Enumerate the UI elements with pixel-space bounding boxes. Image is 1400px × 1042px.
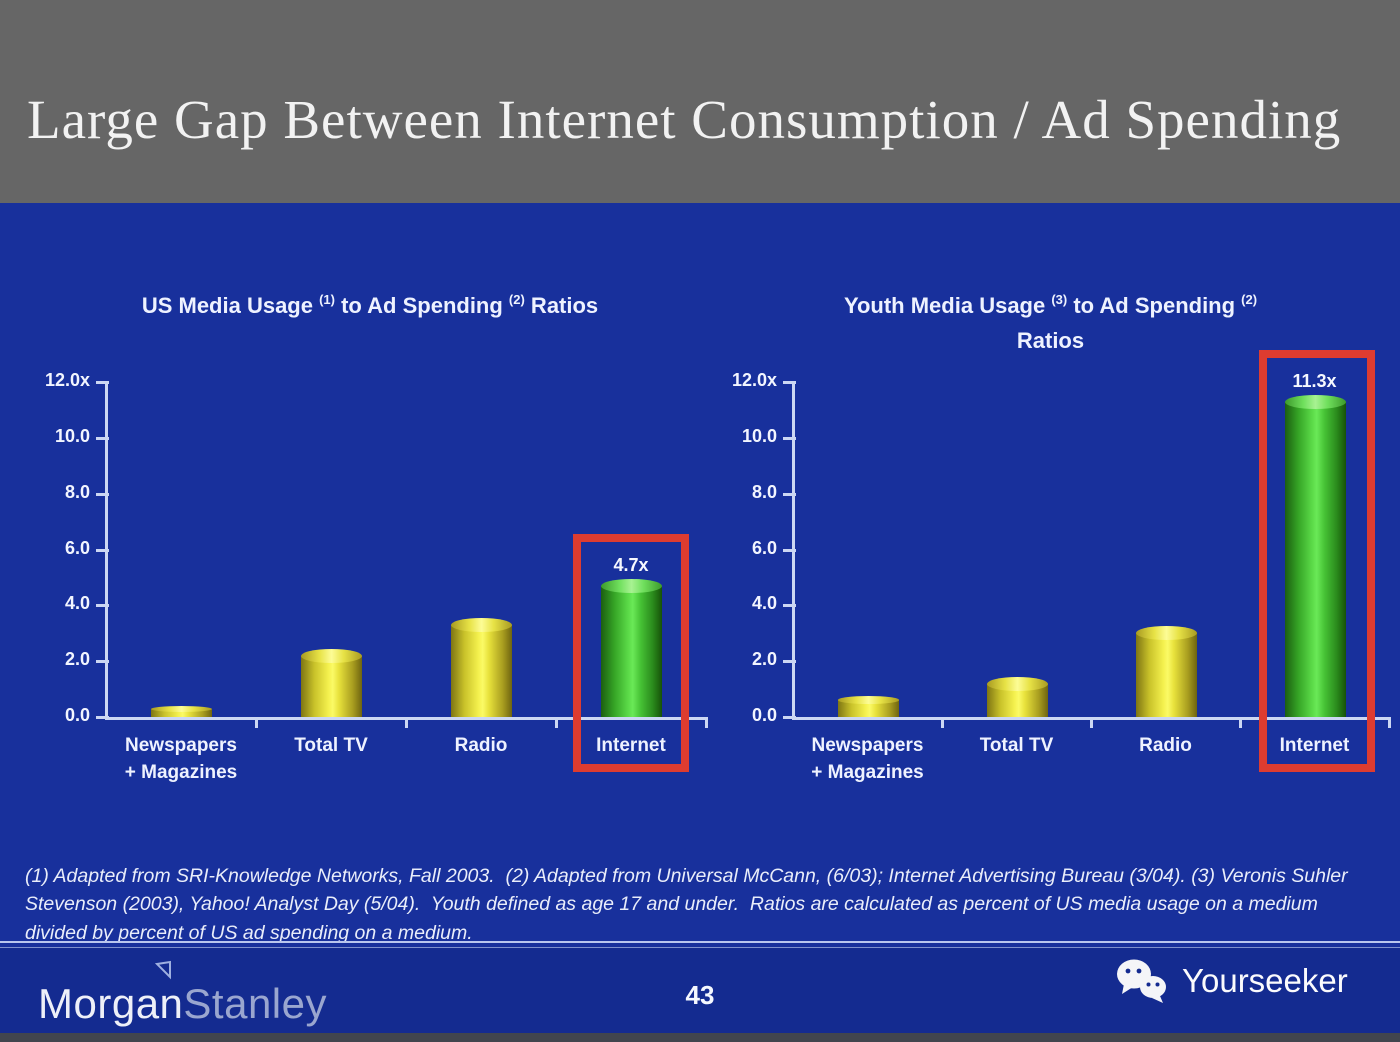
footer-separator-line-2 (0, 947, 1400, 948)
bar (451, 617, 512, 717)
category-label: Total TV (979, 735, 1054, 756)
y-tick-label: 2.0 (751, 649, 777, 670)
y-tick (783, 660, 796, 664)
bottom-strip (0, 1033, 1400, 1042)
superscript-footnote-ref: (2) (508, 292, 525, 307)
bar-top-cap (986, 676, 1048, 691)
morgan-stanley-triangle-icon (155, 960, 171, 980)
y-tick (96, 436, 109, 440)
bar-internet (1284, 394, 1346, 717)
y-tick (783, 548, 796, 552)
footer-separator-line (0, 941, 1400, 943)
yourseeker-label: Yourseeker (1182, 962, 1348, 999)
y-tick (783, 604, 796, 608)
y-tick (783, 381, 796, 384)
y-tick-label: 2.0 (64, 649, 90, 670)
wechat-icon (1117, 959, 1166, 1003)
superscript-footnote-ref: (2) (1241, 292, 1258, 307)
category-label: Newspapers + Magazines (124, 735, 238, 783)
bar-top-cap (1135, 626, 1197, 641)
y-tick-label: 6.0 (751, 537, 777, 558)
y-tick (96, 660, 109, 664)
category-label: Internet (1279, 735, 1350, 756)
bar-internet (601, 578, 662, 717)
y-tick-label: 0.0 (64, 705, 90, 725)
bar-top-cap (451, 617, 512, 632)
y-tick-label: 6.0 (64, 537, 90, 558)
y-tick (96, 492, 109, 496)
bar-top-cap (151, 705, 212, 712)
brand-part-morgan: Morgan (38, 980, 184, 1027)
y-tick (96, 381, 109, 384)
y-tick-label: 8.0 (751, 481, 777, 502)
bar-value-label: 4.7x (613, 554, 649, 575)
y-tick-label: 0.0 (751, 705, 777, 725)
y-tick (783, 436, 796, 440)
bar (837, 696, 899, 717)
x-tick (405, 720, 408, 728)
category-label: Radio (1139, 735, 1192, 756)
chart-title: Youth Media Usage (3) to Ad Spending (2)… (843, 292, 1258, 354)
superscript-footnote-ref: (3) (1051, 292, 1068, 307)
y-tick (96, 604, 109, 608)
y-tick (96, 716, 109, 719)
bar-value-label: 11.3x (1292, 370, 1337, 391)
bar-top-cap (601, 578, 662, 593)
bar (1135, 626, 1197, 717)
category-label: Total TV (294, 735, 368, 756)
slide-footer: MorganStanley 43 Yourseeker (0, 948, 1400, 1033)
category-label: Newspapers + Magazines (811, 735, 924, 783)
y-tick-label: 12.0x (731, 370, 777, 390)
highlight-box (573, 533, 689, 772)
y-tick-label: 4.0 (64, 593, 90, 614)
x-tick (1239, 720, 1242, 728)
slide-title: Large Gap Between Internet Consumption /… (27, 89, 1342, 150)
bar (301, 648, 362, 717)
y-tick-label: 12.0x (44, 370, 90, 390)
x-tick (941, 720, 944, 728)
bar-top-cap (837, 696, 899, 705)
y-tick (96, 548, 109, 552)
y-tick-label: 10.0 (741, 425, 777, 446)
bar-top-cap (1284, 394, 1346, 409)
superscript-footnote-ref: (1) (319, 292, 335, 307)
yourseeker-logo: Yourseeker (1114, 958, 1348, 1004)
x-tick (705, 720, 708, 728)
x-tick (1090, 720, 1093, 728)
x-axis-line (792, 717, 1391, 720)
footnote: (1) Adapted from SRI-Knowledge Networks,… (25, 865, 1354, 944)
y-tick (783, 492, 796, 496)
morgan-stanley-logo: MorganStanley (38, 960, 327, 1028)
highlight-box (1258, 349, 1375, 772)
x-tick (255, 720, 258, 728)
brand-part-stanley: Stanley (183, 980, 327, 1027)
y-tick (783, 716, 796, 719)
x-axis-line (105, 717, 708, 720)
category-label: Internet (596, 735, 666, 756)
slide-header: Large Gap Between Internet Consumption /… (0, 0, 1400, 203)
y-tick-label: 8.0 (64, 481, 90, 502)
bar (986, 676, 1048, 717)
y-tick-label: 4.0 (751, 593, 777, 614)
bar-top-cap (301, 648, 362, 663)
chart-title: US Media Usage (1) to Ad Spending (2) Ra… (141, 292, 599, 318)
category-label: Radio (454, 735, 508, 756)
bar (151, 705, 212, 717)
x-tick (555, 720, 558, 728)
y-tick-label: 10.0 (54, 425, 90, 446)
x-tick (1388, 720, 1391, 728)
page-number: 43 (685, 980, 715, 1010)
